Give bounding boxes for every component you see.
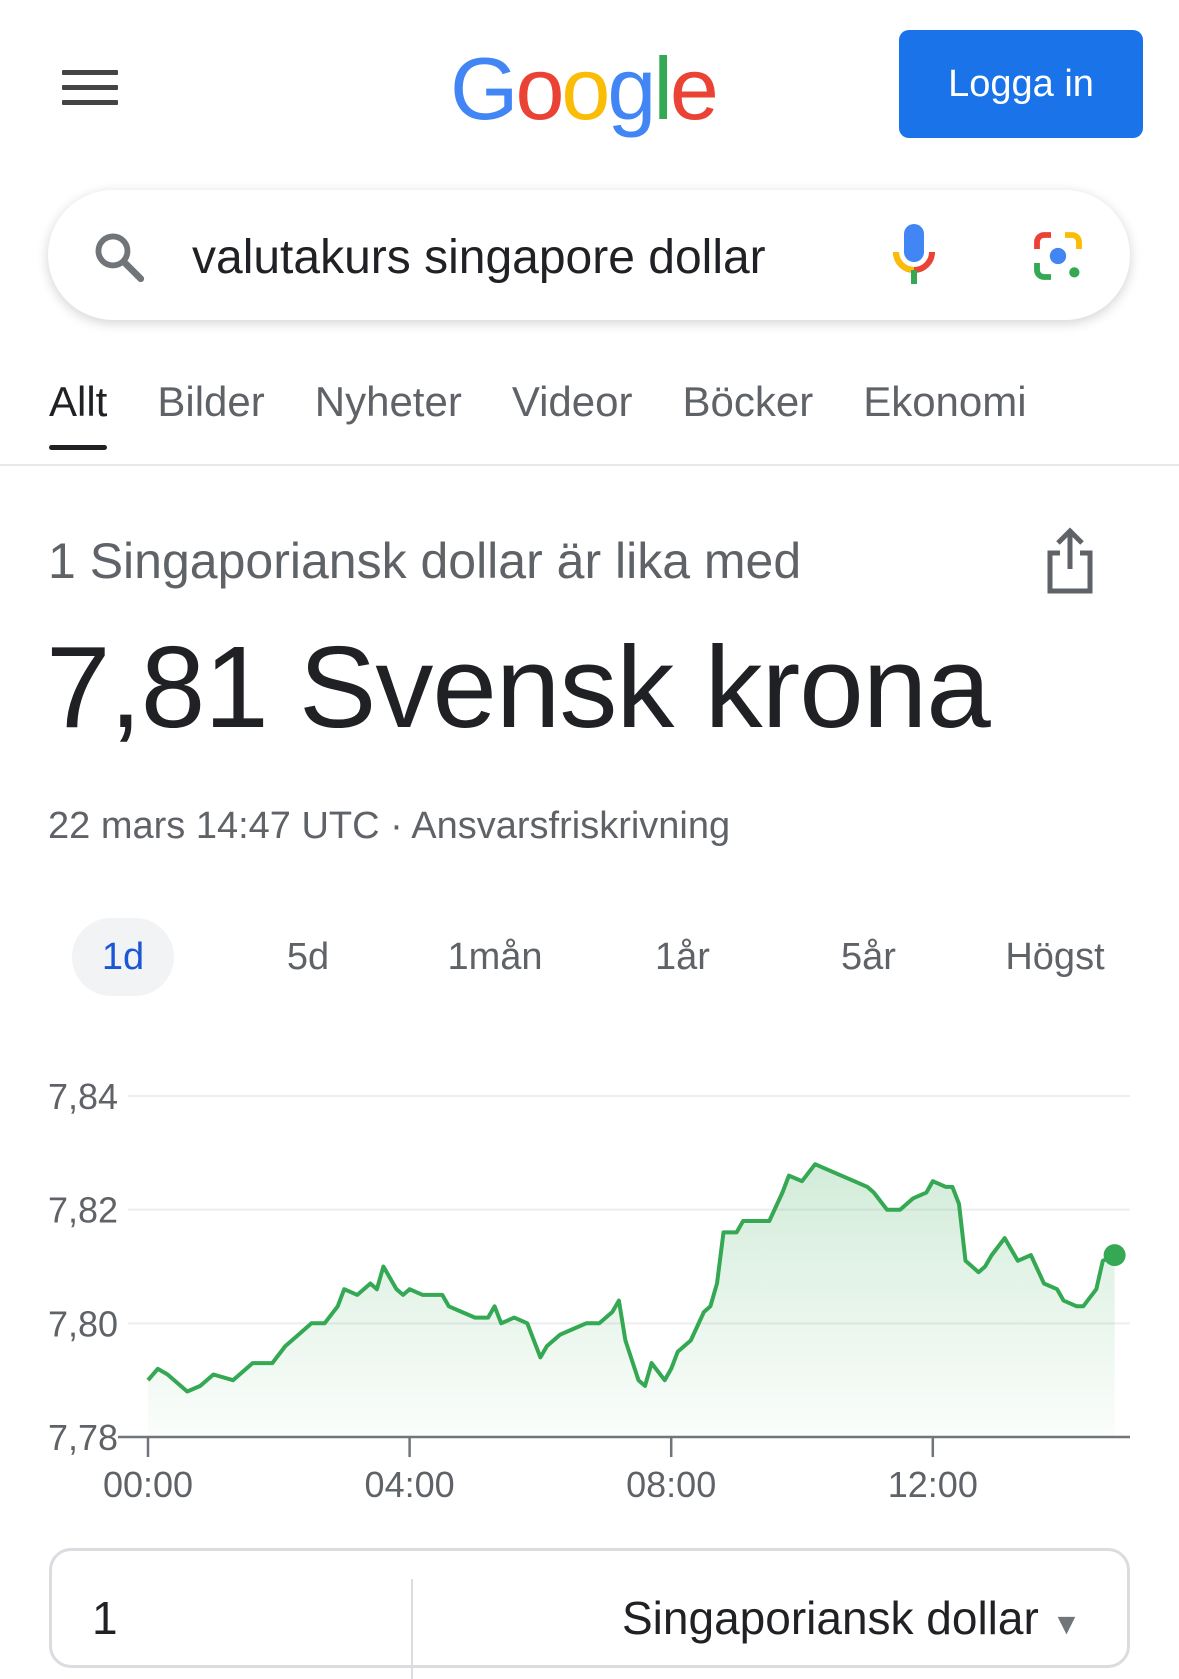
currency-converter: 1 Singaporiansk dollar ▼ [49, 1548, 1130, 1679]
search-tabs: Allt Bilder Nyheter Videor Böcker Ekonom… [0, 370, 1179, 466]
tab-news[interactable]: Nyheter [314, 378, 462, 425]
y-tick-label: 7,82 [48, 1190, 118, 1231]
converted-value: 7,81 Svensk krona [46, 622, 991, 752]
price-line [146, 1162, 1116, 1394]
search-bar[interactable] [48, 190, 1130, 320]
range-1y[interactable]: 1år [655, 935, 710, 978]
y-tick-label: 7,84 [48, 1076, 118, 1117]
range-1m[interactable]: 1mån [447, 935, 543, 978]
menu-button[interactable] [62, 70, 118, 110]
share-icon[interactable] [1044, 525, 1096, 595]
range-5d[interactable]: 5d [286, 935, 330, 978]
y-tick-label: 7,78 [48, 1417, 118, 1458]
currency-select[interactable]: Singaporiansk dollar ▼ [622, 1591, 1081, 1645]
range-5y[interactable]: 5år [841, 935, 896, 978]
exchange-rate-chart[interactable]: 7,84 7,82 7,80 7,78 00:00 04:00 08:00 12:00 [0, 1060, 1179, 1540]
disclaimer-link[interactable]: Ansvarsfriskrivning [411, 805, 731, 847]
login-button[interactable]: Logga in [899, 30, 1143, 138]
conversion-subtitle: 1 Singaporiansk dollar är lika med [48, 533, 802, 589]
search-input[interactable]: valutakurs singapore dollar [192, 231, 766, 284]
x-tick-label: 00:00 [103, 1464, 193, 1505]
range-1d[interactable]: 1d [72, 918, 174, 996]
range-max[interactable]: Högst [1005, 935, 1105, 978]
y-tick-label: 7,80 [48, 1303, 118, 1344]
current-point [1103, 1244, 1126, 1267]
tab-finance[interactable]: Ekonomi [863, 378, 1027, 425]
microphone-icon[interactable] [890, 222, 938, 288]
tab-videos[interactable]: Videor [511, 378, 633, 425]
timestamp-line: 22 mars 14:47 UTC · Ansvarsfriskrivning [48, 805, 730, 848]
tab-all[interactable]: Allt [49, 378, 108, 450]
area-fill [148, 1164, 1115, 1437]
amount-input[interactable]: 1 [92, 1592, 118, 1644]
divider [411, 1579, 413, 1679]
search-icon[interactable] [90, 228, 148, 286]
google-logo[interactable]: Google [450, 39, 719, 138]
separator: · [390, 805, 403, 847]
tab-images[interactable]: Bilder [157, 378, 265, 425]
dropdown-arrow-icon: ▼ [1051, 1608, 1082, 1641]
x-tick-label: 12:00 [888, 1464, 978, 1505]
x-tick-label: 04:00 [365, 1464, 455, 1505]
timestamp: 22 mars 14:47 UTC [48, 805, 380, 847]
tab-books[interactable]: Böcker [682, 378, 814, 425]
x-tick-label: 08:00 [626, 1464, 716, 1505]
google-lens-icon[interactable] [1030, 228, 1086, 284]
currency-label: Singaporiansk dollar [622, 1592, 1039, 1644]
